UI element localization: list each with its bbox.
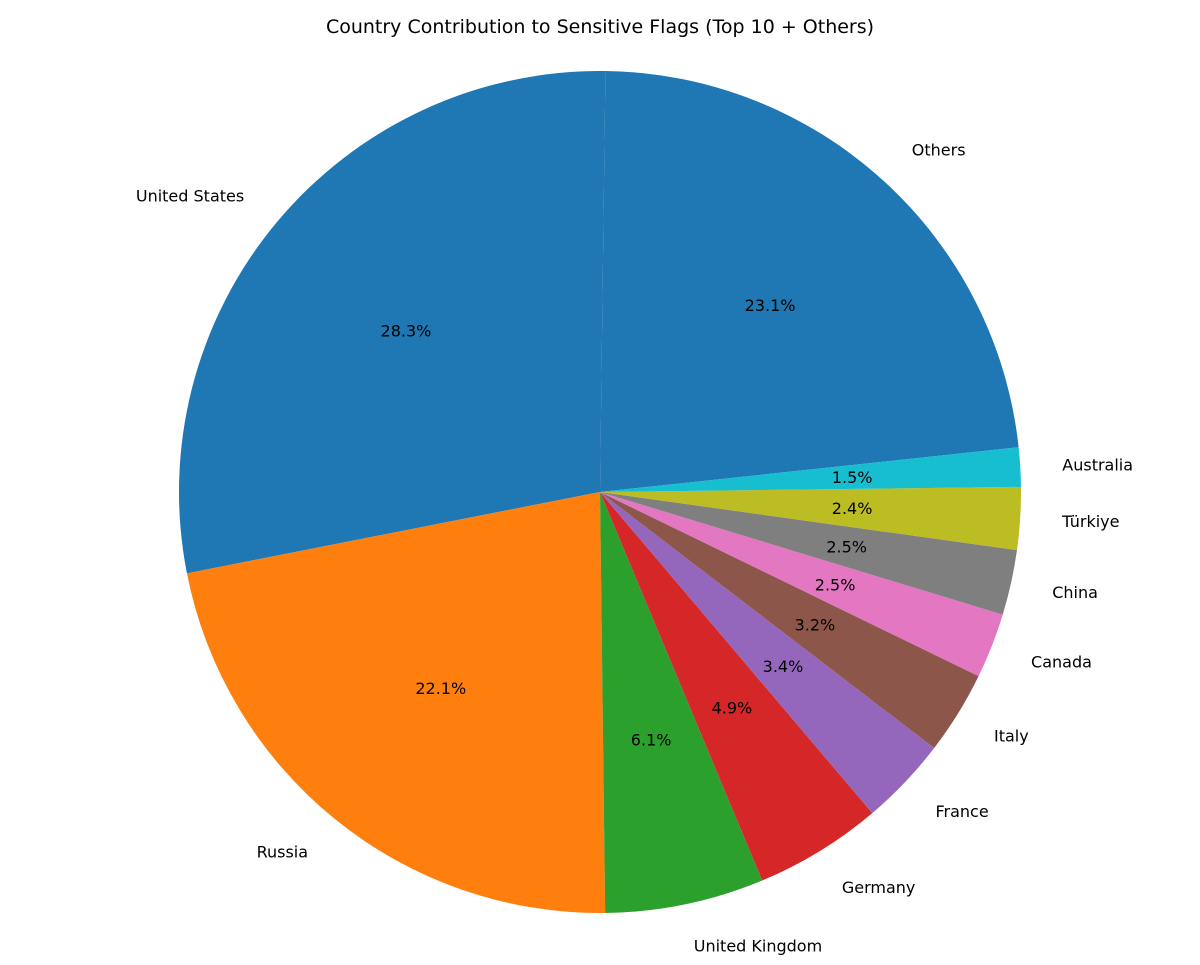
slice-name-label: United Kingdom <box>694 937 822 956</box>
slice-name-label: Canada <box>1031 652 1092 671</box>
slice-name-label: Others <box>912 141 966 160</box>
pie-slice-france <box>600 492 935 814</box>
slice-name-label: Australia <box>1062 456 1133 475</box>
slice-name-label: Russia <box>257 842 308 861</box>
slice-percent-label: 2.5% <box>815 575 856 594</box>
slice-name-label: Türkiye <box>1061 512 1119 531</box>
slice-percent-label: 3.2% <box>795 616 836 635</box>
slice-name-label: Germany <box>842 878 916 897</box>
pie-slices <box>178 71 1021 913</box>
pie-labels: Others 23.1% United States 28.3% Russia 22.1%… <box>136 141 1133 956</box>
slice-percent-label: 2.5% <box>826 537 867 556</box>
pie-slice-russia <box>186 492 606 913</box>
pie-slice-united-states <box>178 71 606 574</box>
slice-percent-label: 6.1% <box>631 730 672 749</box>
slice-name-label: United States <box>136 187 244 206</box>
slice-percent-label: 1.5% <box>832 468 873 487</box>
pie-slice-germany <box>600 492 873 881</box>
slice-percent-label: 28.3% <box>381 321 432 340</box>
pie-slice-china <box>600 492 1017 615</box>
slice-percent-label: 22.1% <box>415 679 466 698</box>
slice-percent-label: 2.4% <box>832 499 873 518</box>
chart-title: Country Contribution to Sensitive Flags … <box>326 16 874 38</box>
slice-percent-label: 4.9% <box>712 698 753 717</box>
pie-slice-canada <box>600 492 1003 677</box>
slice-percent-label: 23.1% <box>745 296 796 315</box>
pie-slice-united-kingdom <box>600 492 763 913</box>
pie-slice-australia <box>600 447 1021 492</box>
pie-slice-italy <box>600 492 979 749</box>
slice-name-label: China <box>1052 583 1098 602</box>
slice-name-label: Italy <box>994 726 1029 745</box>
pie-slice-t-rkiye <box>600 486 1021 551</box>
slice-name-label: France <box>935 802 988 821</box>
pie-slice-others <box>600 71 1019 493</box>
slice-percent-label: 3.4% <box>763 657 804 676</box>
